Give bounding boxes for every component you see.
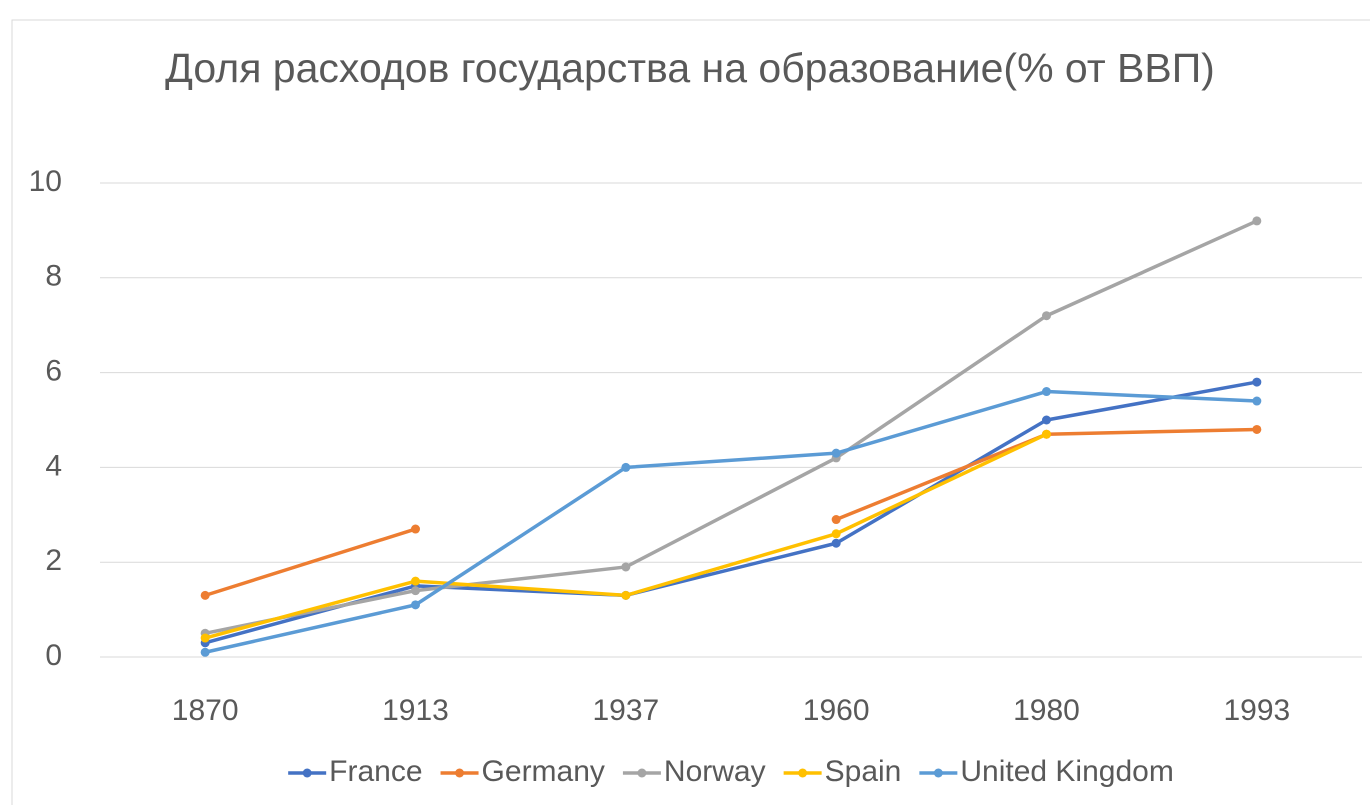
series-line [204, 389, 1257, 654]
series-line [204, 380, 1258, 645]
legend-marker [455, 768, 465, 778]
legend-label: France [329, 755, 422, 788]
legend-label: Germany [482, 755, 605, 788]
chart-title: Доля расходов государства на образование… [165, 45, 1215, 91]
y-tick-label: 0 [45, 639, 62, 672]
y-tick-label: 6 [45, 355, 62, 388]
point [621, 462, 631, 472]
legend: France Germany Norway Spain United Kingdom [288, 755, 1174, 788]
point [200, 590, 210, 600]
point [411, 600, 420, 610]
point [1042, 429, 1051, 439]
point [1252, 424, 1262, 434]
legend-label: Norway [664, 755, 766, 788]
x-tick-label: 1937 [592, 694, 659, 727]
point [1042, 415, 1051, 425]
y-tick-label: 8 [45, 260, 62, 293]
point [1042, 387, 1051, 397]
legend-marker [933, 768, 943, 778]
point [200, 647, 210, 657]
x-tick-label: 1913 [382, 694, 449, 727]
point [411, 576, 420, 586]
point [1042, 311, 1051, 321]
point [1252, 216, 1262, 226]
point [831, 448, 841, 458]
legend-label: Spain [825, 755, 902, 788]
x-tick-label: 1960 [803, 694, 870, 727]
point [1252, 396, 1262, 406]
point [411, 524, 420, 534]
point [200, 633, 210, 643]
y-tick-label: 2 [45, 544, 62, 577]
point [831, 515, 841, 525]
x-tick-label: 1980 [1013, 694, 1080, 727]
y-tick-label: 4 [45, 449, 62, 482]
chart-frame [11, 19, 1370, 805]
point [621, 590, 631, 600]
point [621, 562, 631, 572]
point [1252, 377, 1262, 387]
legend-marker [637, 768, 647, 778]
x-tick-label: 1870 [172, 694, 239, 727]
legend-marker [798, 768, 808, 778]
point [411, 586, 420, 596]
point [831, 529, 841, 539]
x-tick-label: 1993 [1223, 694, 1290, 727]
legend-marker [302, 768, 312, 778]
y-tick-label: 10 [29, 165, 62, 198]
series-line [204, 219, 1258, 636]
point [831, 538, 841, 548]
legend-label: United Kingdom [960, 755, 1173, 788]
